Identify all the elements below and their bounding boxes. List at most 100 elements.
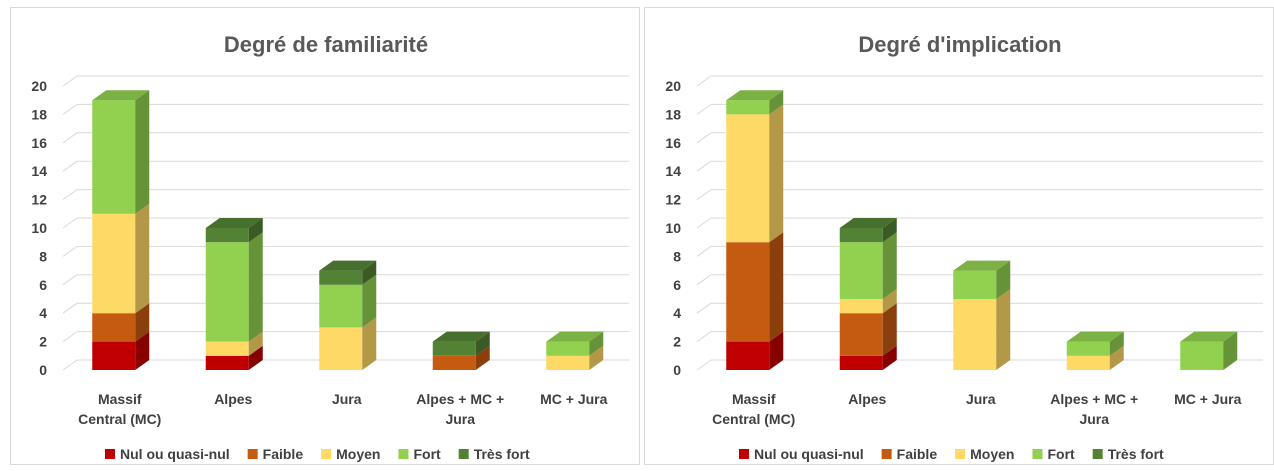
gridline-diagonal xyxy=(62,245,78,257)
legend-label: Faible xyxy=(263,446,304,462)
legend-swatch xyxy=(398,449,409,459)
legend-label: Moyen xyxy=(970,446,1014,462)
chart-title: Degré d'implication xyxy=(858,32,1061,57)
gridline-diagonal xyxy=(62,217,78,229)
bar-front xyxy=(726,242,770,342)
bar-segment xyxy=(1066,331,1124,356)
gridline-diagonal xyxy=(62,274,78,286)
gridline-diagonal xyxy=(696,302,712,314)
bar-top xyxy=(1180,331,1238,342)
bar-segment xyxy=(839,303,897,356)
bar-side xyxy=(135,331,150,370)
bar-segment xyxy=(953,289,1011,370)
gridline-diagonal xyxy=(696,132,712,144)
bar-segment xyxy=(726,331,784,370)
legend-label: Très fort xyxy=(474,446,530,462)
bar-front xyxy=(319,327,363,370)
gridline-diagonal xyxy=(696,189,712,201)
y-tick-label: 10 xyxy=(665,220,681,236)
bar-side xyxy=(135,203,150,314)
legend-label: Nul ou quasi-nul xyxy=(120,446,230,462)
gridline-diagonal xyxy=(696,75,712,87)
y-tick-label: 6 xyxy=(39,277,47,293)
bar-side xyxy=(475,331,490,356)
gridline-diagonal xyxy=(696,331,712,343)
legend-swatch xyxy=(955,449,966,459)
x-tick-label: Central (MC) xyxy=(712,411,795,427)
bar-side xyxy=(1109,331,1124,356)
bar-top xyxy=(319,260,377,271)
bar-front xyxy=(1180,341,1224,370)
bar-side xyxy=(882,345,897,370)
legend-swatch xyxy=(1032,449,1043,459)
gridline-diagonal xyxy=(62,189,78,201)
legend-label: Faible xyxy=(897,446,938,462)
y-tick-label: 18 xyxy=(665,106,681,122)
y-tick-label: 4 xyxy=(39,305,47,321)
bar-segment xyxy=(1066,345,1124,370)
y-tick-label: 14 xyxy=(665,163,681,179)
bar-side xyxy=(248,232,263,342)
bar-front xyxy=(205,242,249,342)
bar-segment xyxy=(839,345,897,370)
bar-side xyxy=(769,232,784,342)
bar-front xyxy=(432,355,476,370)
bar-front xyxy=(953,270,997,299)
bar-segment xyxy=(92,90,150,214)
y-tick-label: 8 xyxy=(39,248,47,264)
bar-front xyxy=(839,228,883,243)
bar-side xyxy=(769,90,784,115)
x-tick-label: Alpes + MC + xyxy=(416,391,504,407)
bar-segment xyxy=(546,331,604,356)
gridline-diagonal xyxy=(62,75,78,87)
chart-panel-implication: Degré d'implication 0 2 4 6 8 10 12 14 16 18 20 Mas… xyxy=(644,7,1274,465)
bar-side xyxy=(882,232,897,299)
bar-front xyxy=(839,242,883,299)
bar-segment xyxy=(205,218,263,243)
gridline-diagonal xyxy=(62,132,78,144)
y-tick-label: 0 xyxy=(39,362,47,378)
bar-side xyxy=(362,260,377,285)
bar-front xyxy=(726,100,770,115)
gridline-diagonal xyxy=(696,103,712,115)
bar-segment xyxy=(92,331,150,370)
legend-label: Nul ou quasi-nul xyxy=(754,446,864,462)
legend-swatch xyxy=(881,449,892,459)
bar-front xyxy=(319,284,363,328)
bar-top xyxy=(726,90,784,101)
bar-segment xyxy=(205,232,263,342)
bar-side xyxy=(769,331,784,370)
y-tick-label: 0 xyxy=(673,362,681,378)
bar-segment xyxy=(839,218,897,243)
y-tick-label: 6 xyxy=(673,277,681,293)
bar-side xyxy=(1223,331,1238,370)
bar-side xyxy=(362,274,377,328)
x-tick-label: Central (MC) xyxy=(78,411,161,427)
bar-side xyxy=(135,303,150,342)
x-tick-label: Jura xyxy=(332,391,362,407)
bar-top xyxy=(205,218,263,228)
bar-segment xyxy=(205,345,263,370)
bar-side xyxy=(882,218,897,243)
legend-swatch xyxy=(1092,449,1103,459)
x-tick-label: Massif xyxy=(732,391,776,407)
bar-front xyxy=(726,114,770,243)
bar-front xyxy=(546,341,590,356)
x-tick-label: MC + Jura xyxy=(1174,391,1242,407)
bar-front xyxy=(432,341,476,356)
y-tick-label: 4 xyxy=(673,305,681,321)
y-tick-label: 12 xyxy=(31,192,47,208)
legend-label: Très fort xyxy=(1108,446,1164,462)
gridline-diagonal xyxy=(62,160,78,172)
bar-side xyxy=(248,218,263,243)
bar-front xyxy=(205,355,249,370)
bar-side xyxy=(882,303,897,356)
y-tick-label: 10 xyxy=(31,220,47,236)
bar-side xyxy=(589,345,604,370)
legend-label: Fort xyxy=(413,446,441,462)
bar-front xyxy=(546,355,590,370)
bar-segment xyxy=(319,274,377,328)
bar-side xyxy=(362,317,377,370)
x-tick-label: MC + Jura xyxy=(540,391,608,407)
gridline-diagonal xyxy=(62,103,78,115)
